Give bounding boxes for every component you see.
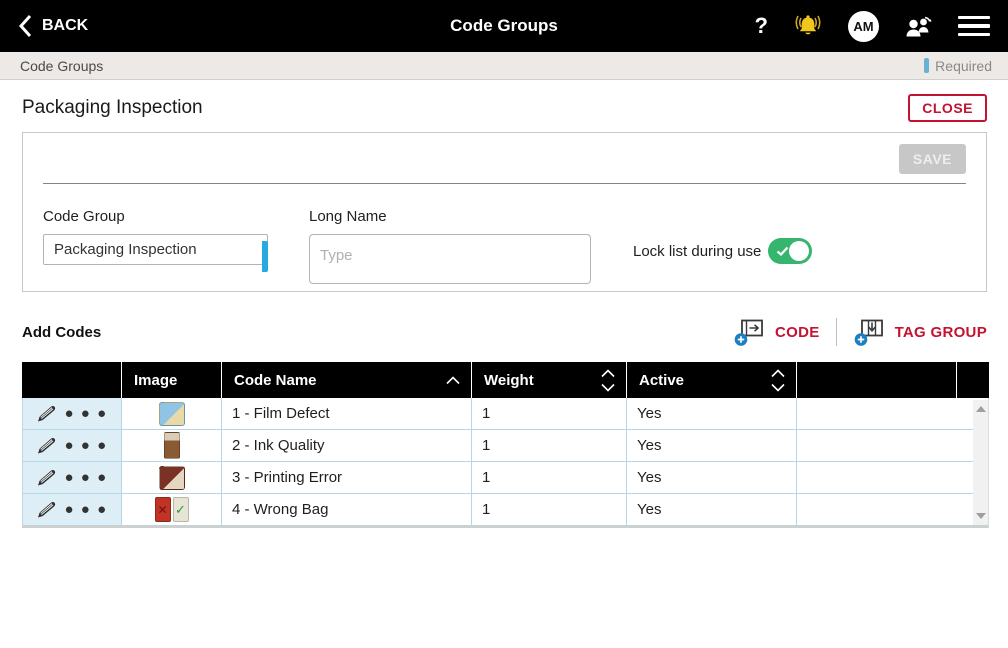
top-bar: BACK Code Groups ? AM [0,0,1008,52]
long-name-field: Long Name [309,208,591,289]
row-actions-cell: ● ● ● [23,430,122,461]
lock-list-setting: Lock list during use [633,238,813,264]
add-code-icon [733,317,767,347]
edit-pencil-icon[interactable] [35,436,57,456]
breadcrumb: Code Groups [20,57,104,74]
col-weight[interactable]: Weight [472,362,627,398]
row-active-cell: Yes [627,430,797,461]
row-code-name-cell: 3 - Printing Error [222,462,472,493]
table-row: ● ● ● 3 - Printing Error 1 Yes [23,462,988,494]
product-image [163,432,180,459]
code-group-field: Code Group [43,208,268,272]
table-row: ● ● ● 4 - Wrong Bag 1 Yes [23,494,988,526]
help-button[interactable]: ? [754,13,768,38]
row-weight-cell: 1 [472,494,627,525]
table-row: ● ● ● 2 - Ink Quality 1 Yes [23,430,988,462]
col-code-name[interactable]: Code Name [222,362,472,398]
sort-asc-icon[interactable] [600,368,616,378]
add-tag-group-button[interactable]: TAG GROUP [853,317,987,347]
edit-pencil-icon[interactable] [35,500,57,520]
more-options-icon[interactable]: ● ● ● [64,469,110,486]
row-active-cell: Yes [627,398,797,429]
add-code-button[interactable]: CODE [733,317,820,347]
row-filler-cell [797,430,988,461]
more-options-icon[interactable]: ● ● ● [64,501,110,518]
row-actions-cell: ● ● ● [23,494,122,525]
edit-pencil-icon[interactable] [35,404,57,424]
row-weight-cell: 1 [472,430,627,461]
more-options-icon[interactable]: ● ● ● [64,437,110,454]
close-button[interactable]: CLOSE [908,94,987,122]
page-title: Packaging Inspection [22,97,203,118]
row-actions-cell: ● ● ● [23,462,122,493]
table-scrollbar[interactable] [973,400,988,525]
col-image: Image [122,362,222,398]
avatar[interactable]: AM [848,10,879,42]
row-image-cell [122,430,222,461]
add-tag-group-icon [853,317,887,347]
table-body: ● ● ● 1 - Film Defect 1 Yes ● ● ● 2 - In… [22,398,989,528]
scroll-up-icon[interactable] [975,406,986,412]
code-group-input[interactable] [43,234,268,265]
sort-desc-icon[interactable] [770,383,786,392]
save-button[interactable]: SAVE [898,144,966,174]
product-image [155,497,189,522]
row-image-cell [122,494,222,525]
row-active-cell: Yes [627,494,797,525]
row-weight-cell: 1 [472,398,627,429]
sort-desc-icon[interactable] [600,383,616,392]
product-image [158,465,185,490]
scroll-down-icon[interactable] [975,513,986,519]
input-accent-edge [262,241,268,272]
row-weight-cell: 1 [472,462,627,493]
menu-hamburger-icon[interactable] [958,15,990,37]
lock-list-label: Lock list during use [633,242,762,260]
col-scroll-gutter [957,362,989,398]
row-code-name-cell: 2 - Ink Quality [222,430,472,461]
required-bar-icon [924,58,930,73]
long-name-label: Long Name [309,208,387,225]
col-active[interactable]: Active [627,362,797,398]
more-options-icon[interactable]: ● ● ● [64,405,110,422]
chevron-left-icon [18,14,32,38]
col-actions [22,362,122,398]
row-filler-cell [797,398,988,429]
lock-list-toggle[interactable] [768,238,813,264]
edit-pencil-icon[interactable] [35,468,57,488]
add-codes-title: Add Codes [22,323,102,341]
sort-asc-icon[interactable] [445,375,461,385]
required-indicator: Required [924,58,992,74]
long-name-input[interactable] [309,234,591,284]
row-image-cell [122,462,222,493]
action-divider [835,318,837,346]
notifications-bell-icon[interactable] [792,13,824,40]
code-group-form-card: SAVE Code Group Long Name Lock list duri… [22,132,987,292]
row-image-cell [122,398,222,429]
row-code-name-cell: 4 - Wrong Bag [222,494,472,525]
code-group-label: Code Group [43,208,125,225]
col-empty [797,362,957,398]
back-button[interactable]: BACK [18,14,88,38]
row-filler-cell [797,462,988,493]
product-image [158,401,185,426]
table-header: Image Code Name Weight [22,362,989,398]
breadcrumb-bar: Code Groups Required [0,52,1008,80]
switch-user-icon[interactable] [903,14,934,39]
back-label: BACK [42,17,89,34]
check-icon [776,246,789,257]
row-active-cell: Yes [627,462,797,493]
codes-table: Image Code Name Weight [22,362,989,528]
toggle-knob [789,241,810,261]
row-actions-cell: ● ● ● [23,398,122,429]
table-row: ● ● ● 1 - Film Defect 1 Yes [23,398,988,430]
row-filler-cell [797,494,988,525]
form-divider [43,183,966,184]
row-code-name-cell: 1 - Film Defect [222,398,472,429]
sort-asc-icon[interactable] [770,368,786,378]
